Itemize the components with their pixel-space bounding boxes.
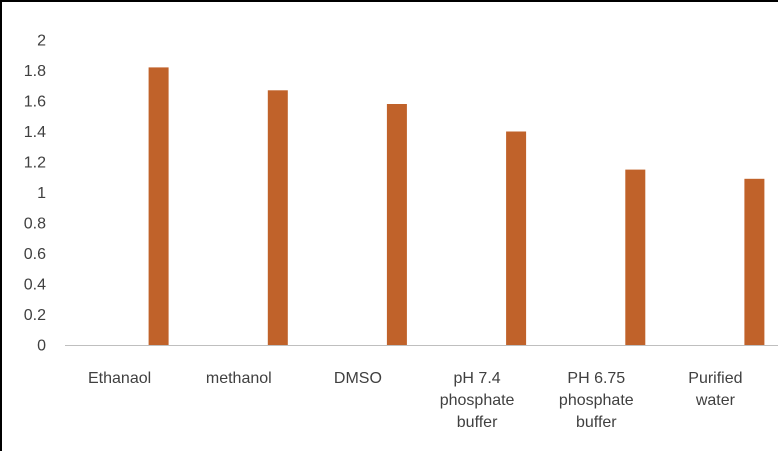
bar: [267, 90, 288, 345]
x-category-label: buffer: [576, 414, 617, 431]
y-tick-label: 1.6: [24, 94, 46, 111]
x-category-label: Ethanaol: [88, 370, 151, 387]
bar: [506, 131, 527, 345]
y-axis-tick-labels: 0 0.2 0.4 0.6 0.8 1 1.2 1.4 1.6 1.8 2: [24, 33, 46, 355]
x-category-label: Purified: [688, 370, 742, 387]
y-tick-label: 1.4: [24, 124, 46, 141]
x-category-label: phosphate: [559, 392, 634, 409]
y-tick-label: 1: [37, 185, 46, 202]
bar: [744, 178, 765, 345]
bar: [148, 67, 169, 346]
y-tick-label: 0.6: [24, 246, 46, 263]
x-category-label: buffer: [457, 414, 498, 431]
y-tick-label: 0.4: [24, 277, 46, 294]
y-tick-label: 0.2: [24, 307, 46, 324]
x-category-label: phosphate: [440, 392, 515, 409]
x-category-label: DMSO: [334, 370, 382, 387]
x-axis-category-labels: Ethanaol methanol DMSO pH 7.4 phosphate buffe…: [88, 370, 743, 431]
y-tick-label: 2: [37, 33, 46, 50]
y-tick-label: 1.8: [24, 63, 46, 80]
bar: [386, 104, 407, 345]
x-category-label: methanol: [206, 370, 272, 387]
y-tick-label: 0.8: [24, 216, 46, 233]
y-tick-label: 0: [37, 338, 46, 355]
y-tick-label: 1.2: [24, 155, 46, 172]
x-category-label: PH 6.75: [567, 370, 625, 387]
bar: [625, 169, 646, 345]
x-category-label: pH 7.4: [454, 370, 501, 387]
bars: [148, 67, 765, 346]
x-category-label: water: [695, 392, 736, 409]
